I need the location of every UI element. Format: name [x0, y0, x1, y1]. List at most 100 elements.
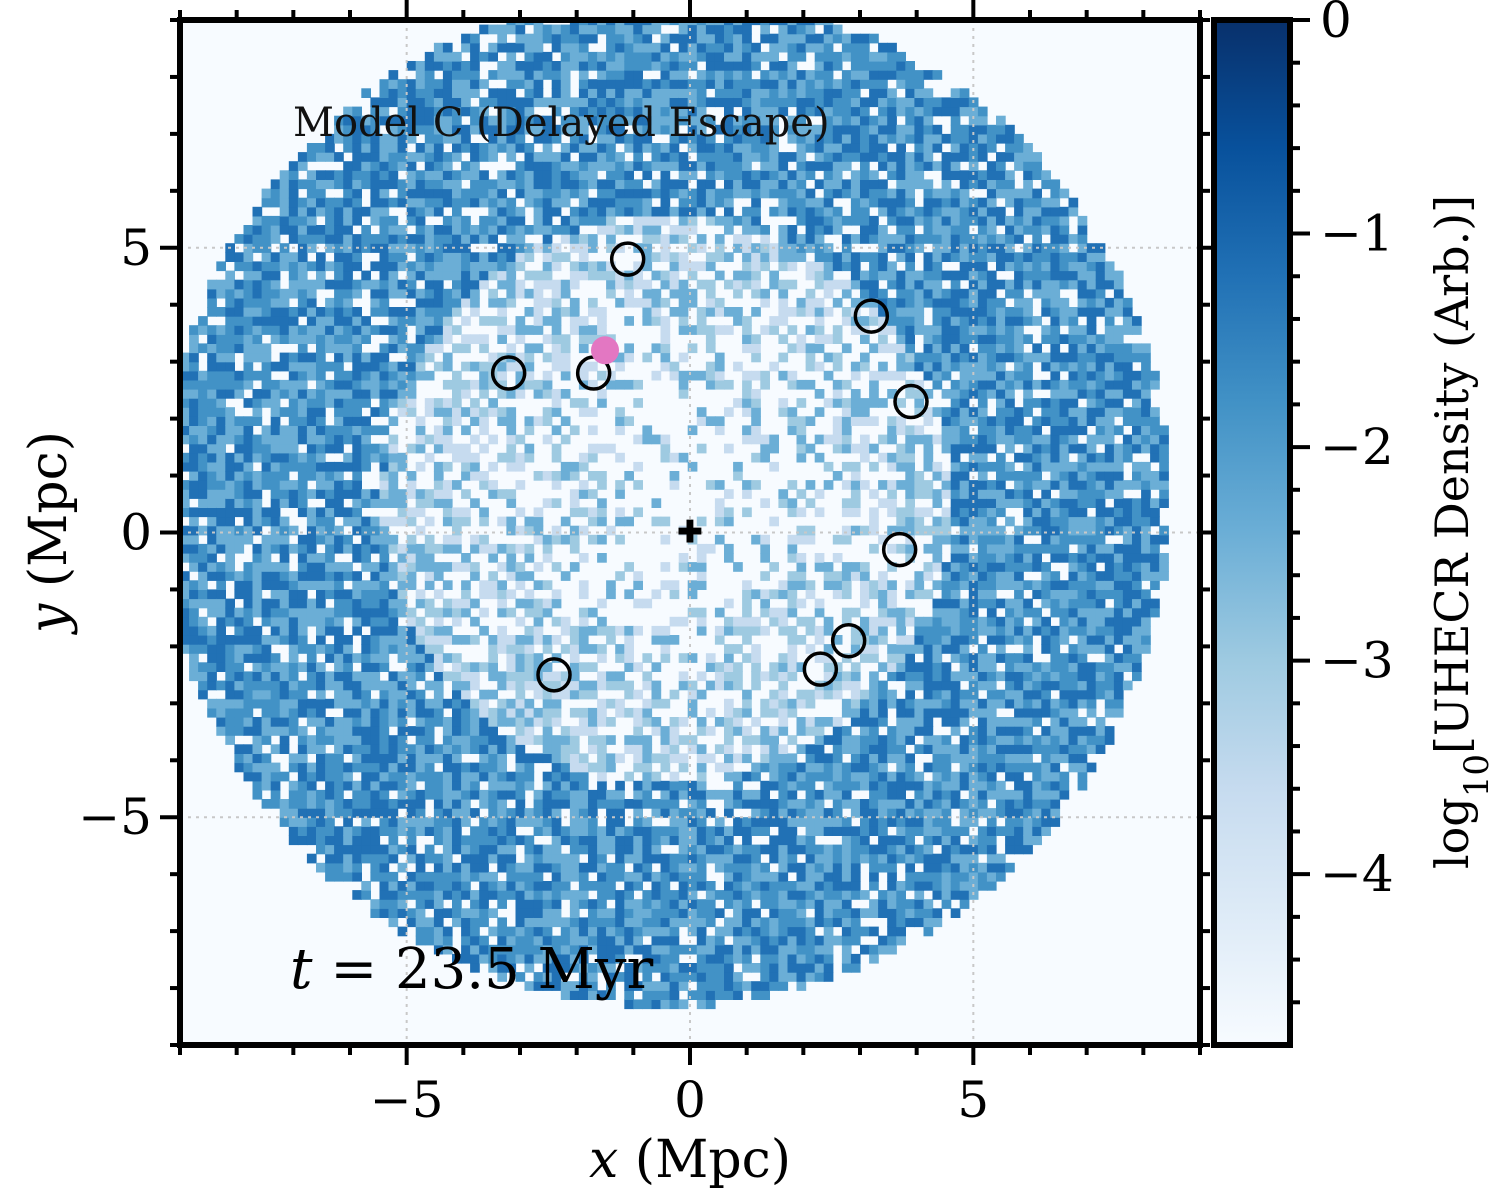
density-cell — [388, 717, 399, 727]
density-cell — [388, 252, 399, 262]
density-cell — [225, 662, 235, 672]
density-cell — [352, 197, 362, 208]
density-cell — [606, 243, 616, 253]
density-cell — [316, 434, 326, 445]
density-cell — [606, 279, 616, 290]
density-cell — [352, 525, 362, 536]
density-cell — [642, 835, 653, 846]
density-cell — [760, 443, 770, 454]
density-cell — [470, 252, 480, 262]
density-cell — [370, 206, 381, 217]
density-cell — [615, 179, 625, 190]
density-cell — [388, 115, 399, 126]
density-cell — [560, 79, 571, 89]
density-cell — [751, 370, 761, 381]
density-cell — [787, 70, 798, 80]
density-cell — [642, 133, 653, 144]
density-cell — [769, 926, 779, 937]
density-cell — [497, 926, 507, 937]
density-cell — [461, 607, 471, 618]
density-cell — [361, 616, 371, 627]
density-cell — [234, 644, 245, 654]
density-cell — [606, 188, 616, 199]
density-cell — [578, 625, 589, 636]
density-cell — [569, 471, 580, 481]
density-cell — [479, 379, 489, 390]
density-cell — [243, 753, 254, 764]
density-cell — [832, 88, 843, 98]
density-cell — [805, 762, 816, 773]
density-cell — [805, 498, 816, 508]
density-cell — [588, 215, 598, 226]
density-cell — [705, 252, 716, 262]
density-cell — [760, 534, 770, 545]
density-cell — [787, 534, 798, 545]
density-cell — [733, 826, 743, 836]
density-cell — [724, 143, 734, 153]
density-cell — [660, 234, 671, 244]
density-cell — [751, 343, 761, 354]
density-cell — [524, 425, 535, 436]
density-cell — [415, 707, 426, 718]
density-cell — [733, 753, 743, 764]
density-cell — [787, 908, 798, 918]
density-cell — [225, 343, 235, 354]
density-cell — [470, 908, 480, 918]
density-cell — [497, 97, 507, 108]
density-cell — [705, 24, 716, 35]
density-cell — [705, 944, 716, 955]
density-cell — [733, 935, 743, 946]
density-cell — [397, 115, 408, 126]
density-cell — [406, 808, 417, 818]
density-cell — [778, 42, 789, 53]
density-cell — [379, 115, 390, 126]
density-cell — [560, 461, 571, 472]
density-cell — [343, 170, 353, 180]
density-cell — [805, 753, 816, 764]
density-cell — [279, 689, 290, 700]
density-cell — [569, 771, 580, 782]
density-cell — [787, 972, 798, 982]
density-cell — [279, 316, 290, 326]
density-cell — [406, 307, 417, 317]
density-cell — [551, 789, 562, 800]
density-cell — [506, 853, 517, 864]
density-cell — [433, 935, 444, 946]
density-cell — [433, 188, 444, 199]
density-cell — [832, 225, 843, 235]
density-cell — [805, 70, 816, 80]
density-cell — [379, 799, 390, 809]
density-cell — [379, 88, 390, 98]
density-cell — [642, 817, 653, 827]
density-cell — [814, 161, 825, 171]
density-cell — [787, 571, 798, 581]
density-cell — [442, 79, 453, 89]
density-cell — [551, 780, 562, 791]
density-cell — [769, 662, 779, 672]
density-cell — [479, 425, 489, 436]
density-cell — [787, 97, 798, 108]
density-cell — [569, 106, 580, 117]
density-cell — [406, 890, 417, 900]
density-cell — [769, 853, 779, 864]
density-cell — [288, 662, 299, 672]
density-cell — [433, 206, 444, 217]
density-cell — [261, 771, 272, 782]
density-cell — [261, 507, 272, 518]
density-cell — [452, 899, 462, 909]
density-cell — [796, 416, 807, 426]
density-cell — [234, 580, 245, 590]
density-cell — [379, 780, 390, 791]
density-cell — [633, 944, 643, 955]
density-cell — [261, 215, 272, 226]
density-cell — [696, 862, 707, 873]
density-cell — [415, 753, 426, 764]
density-cell — [488, 871, 498, 882]
density-cell — [433, 152, 444, 162]
density-cell — [442, 243, 453, 253]
density-cell — [769, 689, 779, 700]
density-cell — [551, 206, 562, 217]
density-cell — [397, 844, 408, 855]
density-cell — [742, 97, 752, 108]
density-cell — [297, 562, 308, 572]
